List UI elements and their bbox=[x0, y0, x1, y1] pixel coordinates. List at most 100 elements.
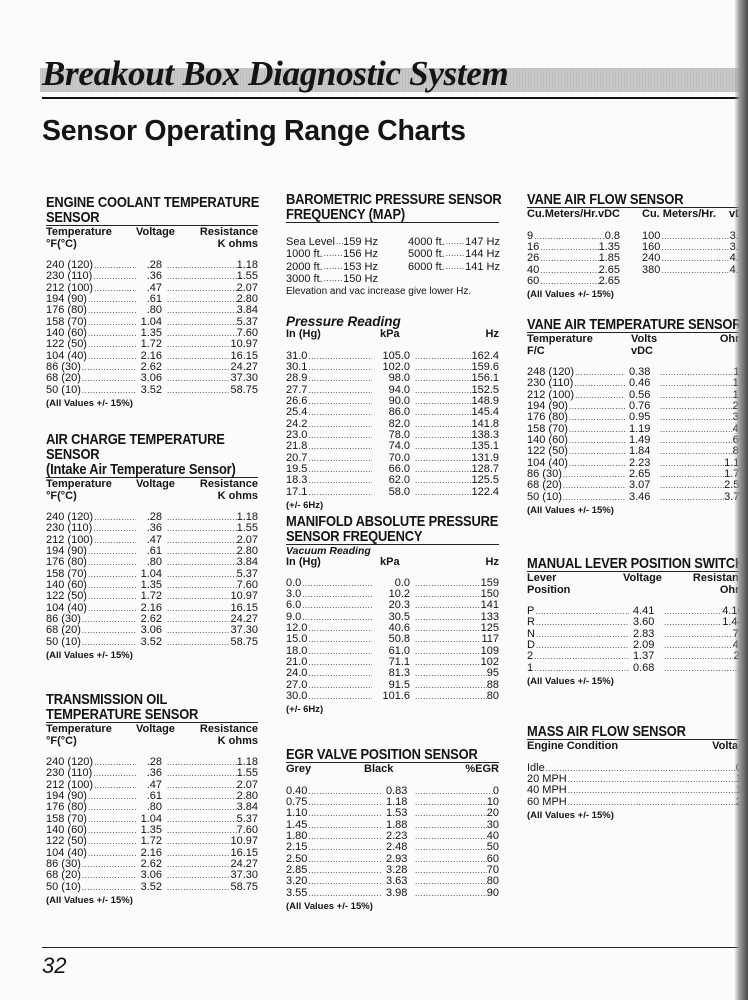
row-label: 194 (90) bbox=[46, 546, 87, 558]
row-label: 158 (70) bbox=[46, 316, 87, 328]
row-value: 1.35 bbox=[140, 327, 162, 340]
row-value: 16.15 bbox=[230, 602, 258, 614]
row-value: 0.46 bbox=[629, 377, 651, 390]
table-row: 2.50 2.93 60 bbox=[286, 853, 499, 865]
dot-leader bbox=[87, 825, 136, 836]
row-value-cell: 148.9 bbox=[410, 396, 499, 407]
table-row: 40 MPH1.7 bbox=[527, 784, 748, 796]
dot-leader bbox=[659, 458, 724, 469]
table-row: 27.0 91.5 88 bbox=[286, 679, 499, 691]
row-label-cell: 104 (40) bbox=[46, 848, 136, 859]
row-label: 140 (60) bbox=[527, 435, 568, 447]
row-label-cell: 176 (80) bbox=[46, 802, 136, 813]
row-label-cell: 21.8 bbox=[286, 441, 372, 452]
row-value: 24.27 bbox=[230, 362, 258, 374]
footer-rule bbox=[42, 947, 742, 948]
dot-leader bbox=[539, 265, 598, 276]
row-label-cell: 50 (10) bbox=[527, 492, 625, 503]
table-body: 1003.151603.602404.003804.50 bbox=[642, 230, 748, 276]
row-value: 10.97 bbox=[230, 339, 258, 351]
dot-leader bbox=[166, 523, 237, 534]
table-row: 194 (90) .61 2.80 bbox=[46, 545, 258, 558]
dot-leader bbox=[414, 373, 471, 384]
dot-leader bbox=[166, 512, 237, 523]
header-rule bbox=[42, 97, 742, 99]
row-value: 94.0 bbox=[388, 383, 410, 396]
row-label-cell: 18.0 bbox=[286, 646, 372, 657]
dot-leader bbox=[166, 757, 237, 768]
row-value: 2.23 bbox=[386, 829, 408, 842]
row-label-cell: 30.1 bbox=[286, 362, 372, 373]
section-title: TRANSMISSION OIL TEMPERATURE SENSOR bbox=[46, 692, 258, 723]
row-label-cell: 3.55 bbox=[286, 888, 382, 899]
table-row: 68 (20) 3.06 37.30 bbox=[46, 373, 258, 385]
dot-leader bbox=[660, 242, 729, 253]
row-value-cell: 2.80 bbox=[162, 546, 258, 557]
vane-air-flow-table: VANE AIR FLOW SENSORCu.Meters/Hr.vDC90.8… bbox=[527, 192, 748, 300]
dot-leader bbox=[573, 378, 625, 389]
dot-leader bbox=[81, 385, 136, 396]
row-value: 152.5 bbox=[471, 384, 499, 396]
row-label: 248 (120) bbox=[527, 367, 575, 378]
row-value: 138.3 bbox=[471, 430, 499, 442]
table-row: 140 (60) 1.35 7.60 bbox=[46, 579, 258, 592]
row-value: 0.56 bbox=[629, 388, 651, 401]
running-title: Breakout Box Diagnostic System bbox=[42, 54, 509, 93]
dot-leader bbox=[81, 373, 136, 384]
dot-leader bbox=[568, 412, 625, 423]
row-value-cell: 24.27 bbox=[162, 859, 258, 870]
table-row: 90.8 bbox=[527, 230, 620, 242]
row-value-cell: 125 bbox=[410, 623, 499, 634]
section-title: MANUAL LEVER POSITION SWITCH bbox=[527, 556, 748, 572]
row-label-cell: 212 (100) bbox=[527, 390, 625, 401]
row-value: 141.8 bbox=[471, 418, 499, 430]
row-label-cell: 24.0 bbox=[286, 668, 372, 679]
row-label: 176 (80) bbox=[46, 802, 87, 814]
table-row: 50 (10) 3.52 58.75 bbox=[46, 636, 258, 648]
row-label: 140 (60) bbox=[46, 825, 87, 837]
row-value: 50 bbox=[486, 842, 499, 854]
row-value-cell: 133 bbox=[410, 612, 499, 623]
row-label-cell: 15.0 bbox=[286, 634, 372, 645]
column-header: In (Hg) bbox=[286, 328, 321, 341]
row-value: .36 bbox=[146, 270, 162, 283]
dot-leader bbox=[445, 261, 465, 273]
dot-leader bbox=[307, 808, 382, 819]
dot-leader bbox=[166, 614, 230, 625]
pressure-reading-subtitle: Pressure Reading bbox=[286, 314, 401, 330]
row-value-cell: 37.30 bbox=[162, 625, 258, 636]
table-row: 122 (50) 1.72 10.97 bbox=[46, 836, 258, 848]
dot-leader bbox=[81, 362, 136, 373]
row-value-cell: 125.5 bbox=[410, 475, 499, 486]
row-label: 26.6 bbox=[286, 396, 308, 408]
table-row: 402.65 bbox=[527, 264, 620, 276]
row-label-cell: 212 (100) bbox=[46, 780, 136, 791]
row-label: 140 (60) bbox=[46, 328, 87, 340]
dot-leader bbox=[659, 378, 733, 389]
table-body: P4.414.16KR3.601.44KN2.83733D2.0940121.3… bbox=[527, 605, 748, 674]
dot-leader bbox=[166, 373, 230, 384]
row-value: 1.88 bbox=[386, 818, 408, 831]
row-value: 3.63 bbox=[386, 875, 408, 888]
dot-leader bbox=[567, 797, 736, 808]
column-headers: Cu.Meters/Hr. vDC bbox=[527, 208, 620, 221]
row-value-cell: 1.55 bbox=[162, 271, 258, 282]
dot-leader bbox=[81, 870, 136, 881]
page-title: Sensor Operating Range Charts bbox=[42, 115, 466, 147]
dot-leader bbox=[166, 637, 230, 648]
row-value: 1.35 bbox=[140, 579, 162, 592]
table-row: 140 (60) 1.35 7.60 bbox=[46, 824, 258, 837]
table-row: Sea Level 159 Hz bbox=[286, 236, 378, 248]
manual-lever-position-table: MANUAL LEVER POSITION SWITCH Lever Positi… bbox=[527, 556, 748, 687]
row-value: 3.06 bbox=[140, 869, 162, 882]
dot-leader bbox=[87, 569, 136, 580]
dot-leader bbox=[323, 248, 343, 260]
altitude-frequency-list: Sea Level 159 Hz 1000 ft. 156 Hz 2000 ft. 153… bbox=[286, 236, 500, 285]
scan-edge-shadow bbox=[734, 0, 748, 1000]
row-label-cell: 176 (80) bbox=[46, 557, 136, 568]
row-label: 194 (90) bbox=[46, 294, 87, 306]
row-value-cell: 16.15 bbox=[162, 351, 258, 362]
row-label-cell: 86 (30) bbox=[46, 614, 136, 625]
section-title-line: FREQUENCY (MAP) bbox=[286, 206, 406, 223]
row-value: 1.18 bbox=[236, 512, 258, 523]
